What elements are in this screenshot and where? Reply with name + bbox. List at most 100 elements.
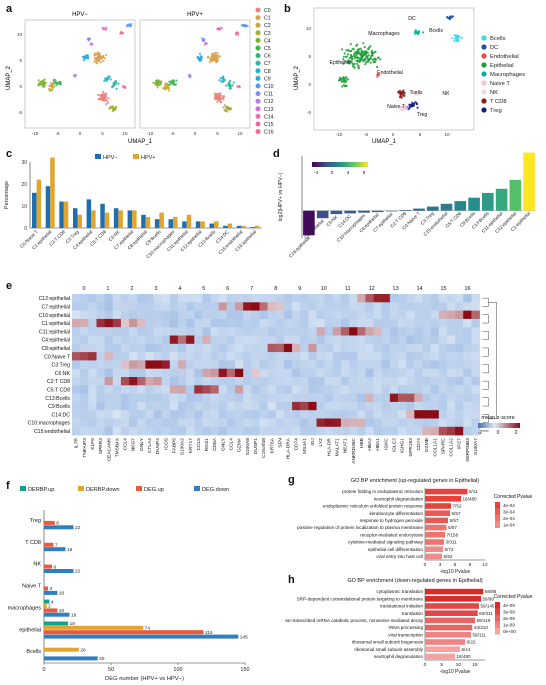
heatmap-cell <box>365 343 374 353</box>
heatmap-cell <box>381 352 391 361</box>
heatmap-cell <box>430 368 440 378</box>
heatmap-cell <box>349 335 358 345</box>
heatmap-cell <box>365 377 374 386</box>
heatmap-cell <box>218 393 228 403</box>
heatmap-column-group: 13 <box>393 286 399 292</box>
heatmap-cell <box>251 393 260 403</box>
heatmap-cell <box>471 385 480 394</box>
heatmap-cell <box>251 368 260 378</box>
heatmap-cell <box>365 426 374 436</box>
umap-tick-label: 5 <box>216 131 219 136</box>
heatmap-cell <box>324 393 334 403</box>
heatmap-cell <box>381 410 391 419</box>
umap-point <box>94 59 97 62</box>
heatmap-cell <box>243 318 252 328</box>
heatmap-cell <box>104 410 114 419</box>
bar <box>440 203 453 211</box>
cluster-legend-swatch <box>255 91 261 97</box>
umap-point <box>104 27 107 30</box>
legend-label: DEG.up <box>144 487 164 493</box>
umap-point <box>359 47 362 50</box>
heatmap-gene-label: IL7R <box>74 438 80 449</box>
umap-point <box>124 85 127 88</box>
umap-point <box>157 79 160 82</box>
umap-point <box>216 54 219 57</box>
umap-point <box>211 53 214 57</box>
y-tick-label: Bcells <box>26 649 41 655</box>
heatmap-cell <box>455 410 464 419</box>
bar <box>223 225 228 228</box>
umap-point <box>103 79 106 82</box>
heatmap-cell <box>349 318 358 328</box>
umap-point <box>355 56 359 59</box>
heatmap-cell <box>251 352 260 361</box>
umap-tick-label: -10 <box>336 132 343 137</box>
heatmap-cell <box>471 377 480 386</box>
heatmap-cell <box>357 410 366 419</box>
x-tick-label: 50 <box>108 667 114 673</box>
celltype-legend-label: Naive T <box>490 81 510 87</box>
heatmap-cell <box>226 335 236 345</box>
umap-point <box>402 89 405 92</box>
heatmap-cell <box>202 401 211 411</box>
heatmap-cell <box>300 368 309 378</box>
heatmap-cell <box>202 318 211 328</box>
heatmap-cell <box>422 410 431 419</box>
heatmap-cell <box>389 401 399 411</box>
heatmap-cell <box>455 294 464 303</box>
bar <box>141 214 146 228</box>
bar <box>44 634 239 639</box>
umap-point <box>203 38 206 41</box>
umap-point <box>367 54 370 57</box>
umap-point <box>102 60 105 63</box>
heatmap-cell <box>398 352 407 361</box>
heatmap-cell <box>88 377 97 386</box>
y-tick-label: 10 <box>21 204 27 210</box>
legend-swatch <box>133 154 139 159</box>
umap-point <box>219 100 223 104</box>
heatmap-cell <box>283 418 293 428</box>
heatmap-cell <box>267 327 277 336</box>
heatmap-cell <box>218 377 228 386</box>
bar <box>132 210 137 228</box>
heatmap-cell <box>177 310 187 320</box>
heatmap-cell <box>145 418 154 428</box>
heatmap-cell <box>422 418 431 428</box>
heatmap-cell <box>414 335 423 345</box>
heatmap-cell <box>145 426 154 436</box>
heatmap-cell <box>161 368 171 378</box>
heatmap-cell <box>275 401 285 411</box>
umap-point <box>397 91 400 94</box>
heatmap-cell <box>455 352 464 361</box>
heatmap-cell <box>349 352 358 361</box>
heatmap-cell <box>218 318 228 328</box>
umap-a-ylabel: UMAP_2 <box>6 65 12 90</box>
cluster-legend-swatch <box>255 121 261 127</box>
umap-point <box>101 54 104 58</box>
heatmap-cell <box>251 343 260 353</box>
heatmap-cell <box>112 426 122 436</box>
heatmap-cell <box>202 302 211 311</box>
heatmap-cell <box>251 318 260 328</box>
heatmap-cell <box>430 401 440 411</box>
heatmap-cell <box>283 377 293 386</box>
heatmap-cell <box>226 294 236 303</box>
heatmap-cell <box>446 393 456 403</box>
x-tick-label: 12 <box>482 562 488 568</box>
bar <box>250 227 255 228</box>
x-tick-label: 10 <box>456 662 462 668</box>
heatmap-cell <box>414 294 423 303</box>
umap-point <box>401 93 404 96</box>
heatmap-cell <box>373 343 383 353</box>
umap-point <box>201 37 204 40</box>
go-legend-swatch <box>495 628 500 635</box>
bar <box>254 225 260 228</box>
umap-point <box>174 83 177 86</box>
heatmap-cell <box>177 318 187 328</box>
bar <box>344 210 356 214</box>
heatmap-cell <box>463 310 472 320</box>
heatmap-cell <box>324 335 334 345</box>
umap-point <box>103 57 106 60</box>
heatmap-cell <box>218 343 228 353</box>
